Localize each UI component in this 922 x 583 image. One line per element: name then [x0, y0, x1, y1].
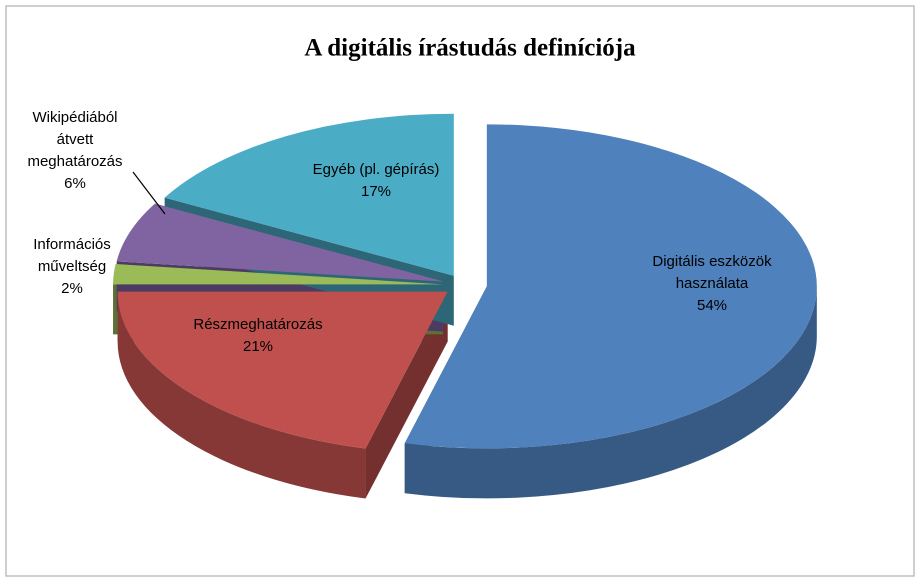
slice-wall	[365, 291, 448, 499]
pie-slice	[116, 203, 445, 282]
pie-slice	[117, 291, 448, 449]
pie-slice	[113, 264, 444, 285]
slice-label: Wikipédiából átvett meghatározás	[27, 109, 122, 170]
slice-tops	[113, 113, 817, 449]
pie-slice	[164, 113, 454, 276]
value-label: 17%	[361, 183, 391, 200]
value-label: 6%	[64, 175, 86, 192]
slice-side	[117, 291, 366, 499]
slice-label: Digitális eszközök használata	[652, 253, 772, 292]
value-label: 21%	[243, 338, 273, 355]
pie-slice	[404, 124, 817, 449]
value-label: 2%	[61, 280, 83, 297]
labels: Digitális eszközök használata 54% Részmegha…	[27, 109, 772, 355]
slice-label: Részmeghatározás	[193, 316, 322, 333]
slice-side	[404, 286, 817, 499]
slice-label: Egyéb (pl. gépírás)	[313, 161, 440, 178]
leader-line	[132, 171, 166, 215]
slice-label: Információs műveltség	[33, 236, 111, 275]
value-label: 54%	[697, 297, 727, 314]
chart-title: A digitális írástudás definíciója	[304, 35, 636, 62]
